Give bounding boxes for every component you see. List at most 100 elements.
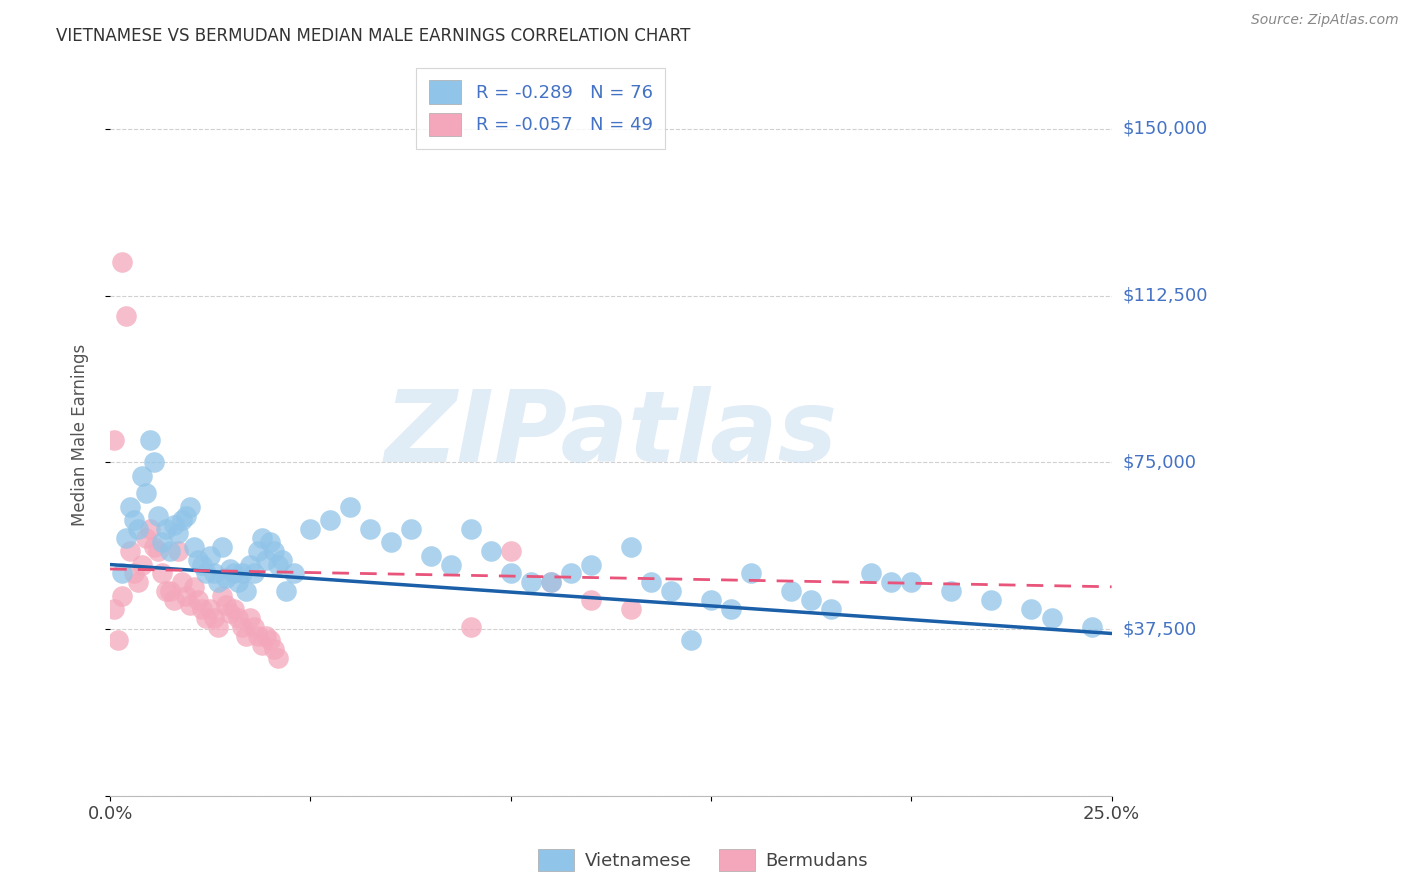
Point bbox=[127, 575, 149, 590]
Point bbox=[267, 558, 290, 572]
Point bbox=[103, 602, 125, 616]
Point bbox=[207, 620, 229, 634]
Point bbox=[191, 558, 214, 572]
Point bbox=[163, 517, 186, 532]
Point bbox=[620, 540, 643, 554]
Point bbox=[187, 593, 209, 607]
Point bbox=[259, 633, 281, 648]
Point bbox=[159, 544, 181, 558]
Point bbox=[380, 535, 402, 549]
Point bbox=[679, 633, 702, 648]
Point bbox=[224, 602, 246, 616]
Point bbox=[219, 562, 242, 576]
Point bbox=[135, 531, 157, 545]
Point bbox=[202, 566, 225, 581]
Point bbox=[499, 566, 522, 581]
Point bbox=[247, 544, 270, 558]
Point bbox=[941, 584, 963, 599]
Point bbox=[540, 575, 562, 590]
Point bbox=[239, 611, 262, 625]
Point bbox=[235, 584, 257, 599]
Point bbox=[200, 549, 222, 563]
Point bbox=[499, 544, 522, 558]
Point bbox=[191, 602, 214, 616]
Point bbox=[247, 629, 270, 643]
Point bbox=[111, 566, 134, 581]
Point bbox=[150, 566, 173, 581]
Point bbox=[183, 540, 205, 554]
Point bbox=[880, 575, 903, 590]
Point bbox=[120, 500, 142, 514]
Point bbox=[172, 513, 194, 527]
Point bbox=[479, 544, 502, 558]
Point bbox=[174, 508, 197, 523]
Point bbox=[740, 566, 762, 581]
Point bbox=[271, 553, 294, 567]
Point bbox=[135, 486, 157, 500]
Point bbox=[231, 566, 253, 581]
Point bbox=[207, 575, 229, 590]
Point bbox=[540, 575, 562, 590]
Y-axis label: Median Male Earnings: Median Male Earnings bbox=[72, 343, 89, 525]
Point bbox=[159, 584, 181, 599]
Point bbox=[195, 566, 218, 581]
Point bbox=[820, 602, 842, 616]
Point bbox=[143, 455, 166, 469]
Point bbox=[155, 522, 177, 536]
Text: $37,500: $37,500 bbox=[1123, 620, 1197, 638]
Point bbox=[243, 566, 266, 581]
Text: $75,000: $75,000 bbox=[1123, 453, 1197, 471]
Point bbox=[263, 642, 285, 657]
Point bbox=[252, 638, 274, 652]
Point bbox=[800, 593, 823, 607]
Point bbox=[179, 598, 201, 612]
Point bbox=[202, 611, 225, 625]
Point bbox=[215, 571, 238, 585]
Point bbox=[219, 607, 242, 621]
Point bbox=[276, 584, 298, 599]
Point bbox=[254, 553, 277, 567]
Point bbox=[579, 558, 602, 572]
Text: $112,500: $112,500 bbox=[1123, 286, 1208, 304]
Point bbox=[700, 593, 723, 607]
Point bbox=[980, 593, 1002, 607]
Point bbox=[860, 566, 883, 581]
Point bbox=[215, 598, 238, 612]
Point bbox=[1021, 602, 1043, 616]
Point bbox=[259, 535, 281, 549]
Point bbox=[231, 620, 253, 634]
Point bbox=[283, 566, 305, 581]
Point bbox=[640, 575, 662, 590]
Point bbox=[720, 602, 742, 616]
Point bbox=[211, 589, 233, 603]
Point bbox=[620, 602, 643, 616]
Point bbox=[111, 589, 134, 603]
Point bbox=[359, 522, 381, 536]
Point bbox=[460, 620, 482, 634]
Point bbox=[155, 584, 177, 599]
Point bbox=[131, 468, 153, 483]
Point bbox=[183, 580, 205, 594]
Point bbox=[146, 544, 169, 558]
Point bbox=[252, 531, 274, 545]
Legend: R = -0.289   N = 76, R = -0.057   N = 49: R = -0.289 N = 76, R = -0.057 N = 49 bbox=[416, 68, 665, 148]
Text: VIETNAMESE VS BERMUDAN MEDIAN MALE EARNINGS CORRELATION CHART: VIETNAMESE VS BERMUDAN MEDIAN MALE EARNI… bbox=[56, 27, 690, 45]
Point bbox=[146, 508, 169, 523]
Legend: Vietnamese, Bermudans: Vietnamese, Bermudans bbox=[530, 842, 876, 879]
Point bbox=[900, 575, 922, 590]
Point bbox=[179, 500, 201, 514]
Point bbox=[659, 584, 682, 599]
Point bbox=[1040, 611, 1063, 625]
Point bbox=[243, 620, 266, 634]
Point bbox=[226, 611, 249, 625]
Point bbox=[187, 553, 209, 567]
Text: ZIPatlas: ZIPatlas bbox=[384, 386, 838, 483]
Point bbox=[339, 500, 361, 514]
Point bbox=[174, 589, 197, 603]
Point bbox=[139, 522, 162, 536]
Point bbox=[195, 611, 218, 625]
Point bbox=[1080, 620, 1102, 634]
Point bbox=[299, 522, 322, 536]
Point bbox=[131, 558, 153, 572]
Point bbox=[399, 522, 422, 536]
